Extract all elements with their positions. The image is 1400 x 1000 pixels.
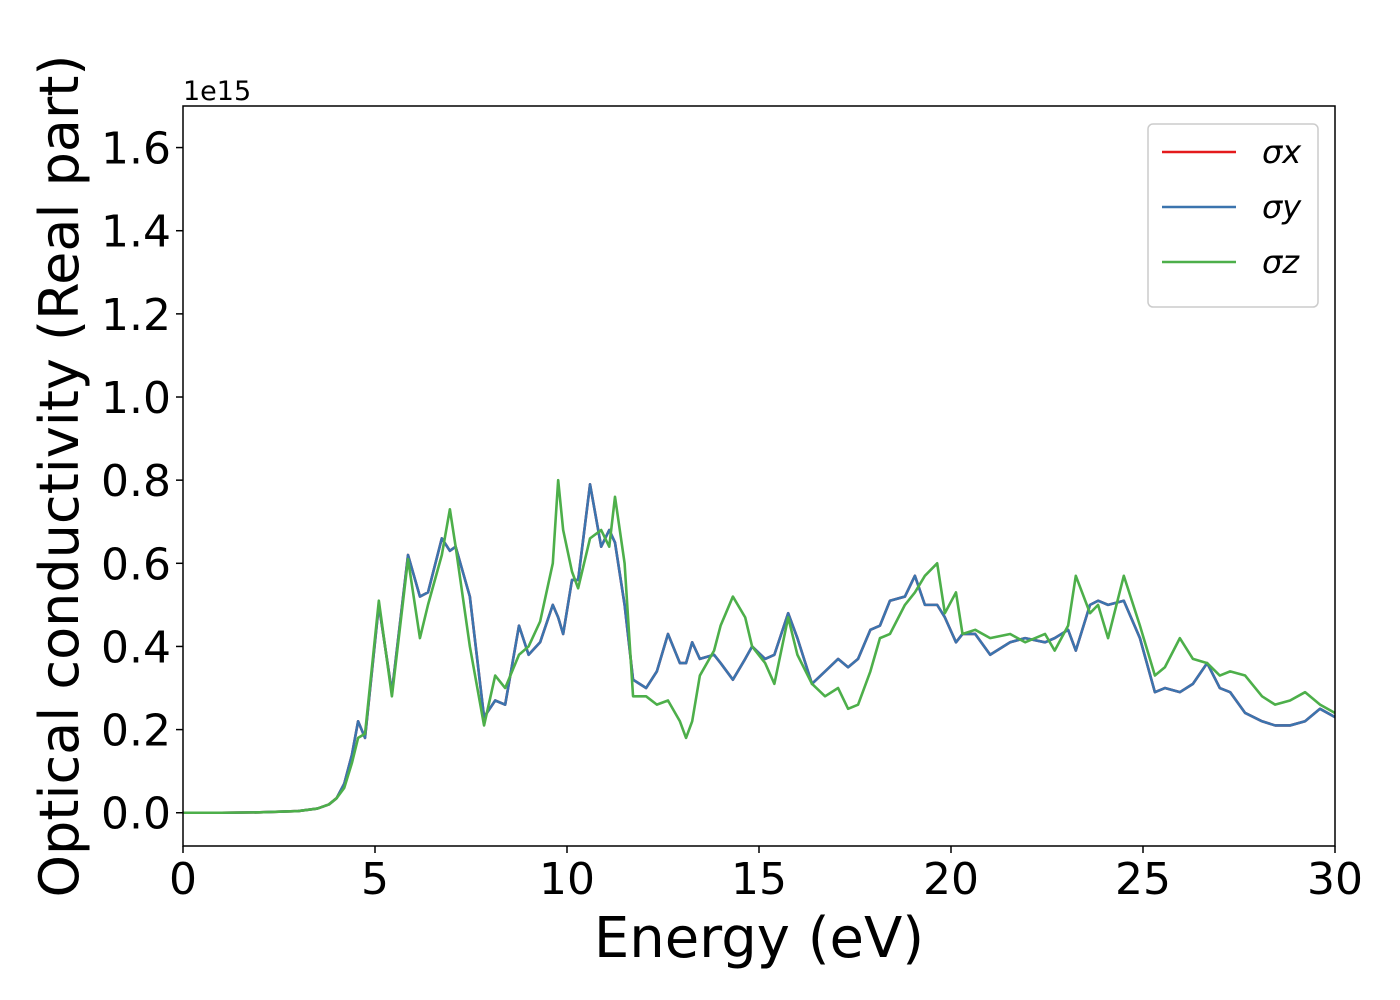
legend-label: σx [1262, 133, 1302, 171]
y-tick-label: 0.2 [101, 706, 171, 757]
x-tick-label: 5 [361, 854, 389, 905]
x-tick-label: 20 [923, 854, 979, 905]
y-tick-label: 1.0 [101, 373, 171, 424]
x-tick-label: 30 [1307, 854, 1363, 905]
y-axis-label: Optical conductivity (Real part) [28, 55, 91, 898]
plot-frame [182, 105, 1336, 847]
y-tick-label: 0.0 [101, 789, 171, 840]
legend-label: σz [1262, 243, 1300, 281]
series-line [183, 483, 1335, 815]
legend-label: σy [1262, 188, 1302, 226]
y-tick-label: 0.6 [101, 539, 171, 590]
y-tick-label: 1.2 [101, 290, 171, 341]
x-tick-label: 10 [539, 854, 595, 905]
y-tick-label: 1.4 [101, 207, 171, 258]
x-tick-label: 15 [731, 854, 787, 905]
series-line [183, 483, 1335, 815]
y-tick-label: 0.4 [101, 622, 171, 673]
series-line [183, 478, 1335, 815]
x-axis-label: Energy (eV) [594, 906, 924, 971]
y-tick-label: 1.6 [101, 124, 171, 175]
y-tick-label: 0.8 [101, 456, 171, 507]
y-offset-label: 1e15 [183, 76, 251, 107]
x-tick-label: 25 [1115, 854, 1171, 905]
x-tick-label: 0 [169, 854, 197, 905]
